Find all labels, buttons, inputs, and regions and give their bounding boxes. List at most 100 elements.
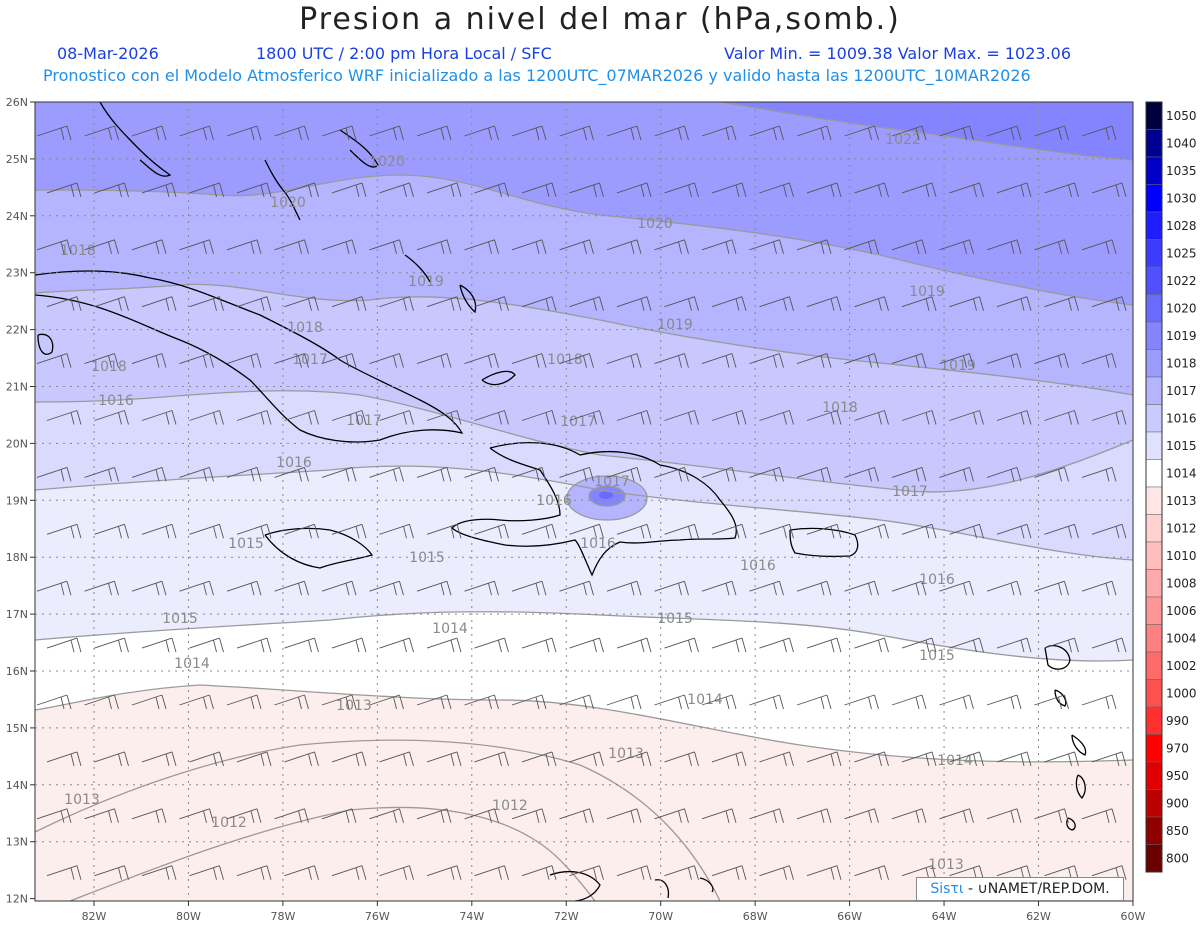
wind-barb	[141, 865, 177, 880]
wind-barb	[939, 466, 974, 482]
wind-barb	[179, 466, 214, 482]
isobar-label: 1022	[885, 132, 921, 148]
wind-barb	[274, 353, 309, 368]
wind-barb	[996, 751, 1032, 767]
wind-barb	[36, 808, 72, 823]
wind-barb	[46, 637, 82, 653]
wind-barb	[949, 182, 984, 198]
wind-barb	[986, 694, 1022, 710]
wind-barb	[141, 637, 177, 653]
wind-barb	[796, 808, 832, 823]
lon-tick-label: 70W	[648, 910, 673, 923]
wind-barb	[559, 466, 594, 482]
color-swatch	[1145, 239, 1163, 268]
wind-barb	[996, 523, 1032, 539]
wind-barb	[844, 580, 879, 596]
wind-barb	[189, 751, 224, 767]
wind-barb	[46, 296, 82, 311]
wind-barb	[94, 637, 129, 653]
wind-barb	[521, 637, 557, 653]
wind-barb	[84, 808, 119, 823]
wind-barb	[616, 865, 652, 880]
color-level-label: 1025	[1166, 246, 1197, 260]
color-level-label: 1010	[1166, 549, 1197, 563]
wind-barb	[284, 523, 319, 539]
color-swatch	[1145, 156, 1163, 185]
isobar-label: 1018	[547, 352, 583, 368]
wind-barb	[236, 751, 272, 767]
wind-barb	[759, 637, 794, 653]
wind-barb	[806, 523, 842, 539]
wind-barb	[369, 466, 404, 482]
wind-barb	[284, 296, 319, 311]
color-level-label: 1014	[1166, 466, 1197, 480]
wind-barb	[939, 353, 974, 368]
wind-barb	[189, 296, 224, 311]
wind-barb	[654, 466, 689, 482]
wind-barb	[759, 296, 794, 311]
color-swatch	[1145, 514, 1163, 543]
wind-barb	[1044, 637, 1079, 653]
color-level-label: 1020	[1166, 301, 1197, 315]
wind-barb	[1034, 580, 1069, 596]
wind-barb	[416, 808, 452, 823]
wind-barb	[94, 296, 129, 311]
wind-barb	[796, 580, 832, 596]
wind-barb	[891, 808, 927, 823]
isobar-label: 1019	[909, 284, 945, 300]
wind-barb	[84, 694, 119, 710]
min-max-values: Valor Min. = 1009.38 Valor Max. = 1023.0…	[724, 44, 1072, 63]
wind-barb	[1081, 125, 1117, 141]
color-level-label: 950	[1166, 769, 1189, 783]
wind-barb	[806, 296, 842, 311]
wind-barb	[759, 751, 794, 767]
wind-barb	[511, 125, 547, 141]
wind-barb	[464, 466, 499, 482]
wind-barb	[939, 694, 974, 710]
wind-barb	[274, 808, 309, 823]
wind-barb	[559, 694, 594, 710]
color-swatch	[1145, 459, 1163, 488]
wind-barb	[94, 523, 129, 539]
wind-barb	[1034, 808, 1069, 823]
lat-tick-label: 17N	[6, 608, 28, 621]
wind-barb	[796, 353, 832, 368]
lat-tick-label: 22N	[6, 324, 28, 337]
wind-barb	[616, 523, 652, 539]
wind-barb	[939, 239, 974, 254]
wind-barb	[236, 182, 272, 198]
isobar-label: 1016	[536, 493, 572, 509]
wind-barb	[464, 694, 499, 710]
wind-barb	[664, 410, 699, 425]
wind-barb	[749, 239, 784, 254]
color-swatch	[1145, 651, 1163, 680]
wind-barb	[1081, 580, 1117, 596]
wind-barb	[236, 410, 272, 425]
wind-barb	[321, 808, 357, 823]
wind-barb	[711, 865, 747, 880]
forecast-date: 08-Mar-2026	[57, 44, 159, 63]
wind-barb	[759, 523, 794, 539]
color-level-label: 1050	[1166, 109, 1197, 123]
wind-barb	[559, 353, 594, 368]
color-level-label: 990	[1166, 714, 1189, 728]
wind-barb	[521, 296, 557, 311]
wind-barb	[844, 466, 879, 482]
wind-barb	[179, 580, 214, 596]
isobar-label: 1014	[687, 692, 723, 708]
color-level-label: 1012	[1166, 521, 1197, 535]
wind-barb	[939, 580, 974, 596]
wind-barb	[654, 353, 689, 368]
lon-tick-label: 80W	[176, 910, 201, 923]
lat-tick-label: 24N	[6, 210, 28, 223]
isobar-label: 1014	[937, 753, 973, 769]
wind-barb	[986, 125, 1022, 141]
wind-barb	[46, 523, 82, 539]
color-level-label: 1019	[1166, 329, 1197, 343]
isobar-label: 1019	[940, 358, 976, 374]
wind-barb	[1044, 410, 1079, 425]
color-swatch	[1145, 211, 1163, 240]
wind-barb	[426, 865, 462, 880]
wind-barb	[321, 580, 357, 596]
lat-tick-label: 25N	[6, 153, 28, 166]
